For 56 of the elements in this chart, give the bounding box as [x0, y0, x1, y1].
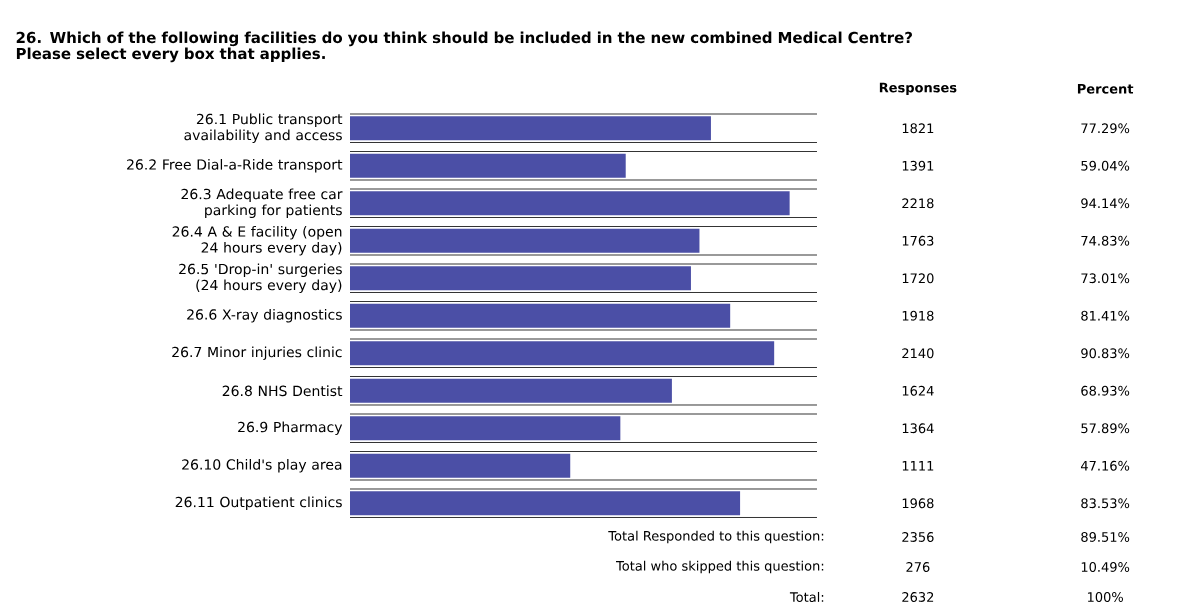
text: 1364: [902, 423, 934, 434]
data-label: 77.29%: [1081, 123, 1130, 134]
bar: [350, 153, 626, 178]
text: 1111: [902, 461, 934, 471]
text: 1720: [902, 273, 934, 284]
text: 1763: [902, 235, 934, 246]
text: 2218: [902, 198, 934, 209]
data-label: 83.53%: [1081, 498, 1130, 509]
data-label: 81.41%: [1081, 310, 1130, 321]
y-tick-label: 26.5 'Drop-in' surgeries (24 hours every day): [179, 263, 342, 294]
bar: [350, 303, 731, 328]
text: 276: [906, 562, 930, 572]
text: 1391: [902, 160, 934, 171]
text: 2140: [902, 348, 934, 359]
text: Total Responded to this question:: [608, 530, 824, 544]
text: 1968: [902, 498, 934, 509]
bar: [350, 228, 700, 253]
text: Total who skipped this question:: [616, 560, 824, 574]
text: 1821: [902, 123, 934, 134]
data-label: 68.93%: [1081, 385, 1130, 396]
data-label: 74.83%: [1081, 235, 1130, 246]
bar: [350, 378, 672, 403]
y-tick-label: 26.2 Free Dial-a-Ride transport: [127, 158, 343, 173]
y-tick-label: 26.1 Public transport availability and access: [184, 113, 343, 144]
data-label: 59.04%: [1081, 160, 1130, 171]
data-label: 57.89%: [1081, 423, 1130, 434]
text: 1918: [902, 310, 934, 321]
y-tick-label: 26.6 X-ray diagnostics: [187, 308, 342, 323]
data-label: 90.83%: [1081, 348, 1130, 359]
y-tick-label: 26.9 Pharmacy: [238, 421, 343, 436]
text: Percent: [1077, 84, 1134, 94]
data-label: 47.16%: [1080, 460, 1130, 471]
data-label: 94.14%: [1081, 198, 1130, 209]
text: 10.49%: [1081, 562, 1130, 572]
text: Total:: [789, 591, 824, 603]
bar: [350, 266, 691, 291]
text: 2356: [902, 532, 934, 542]
bar: [350, 416, 621, 441]
text: 100%: [1087, 592, 1123, 602]
y-tick-label: 26.8 NHS Dentist: [222, 385, 343, 397]
y-tick-label: 26.4 A & E facility (open 24 hours every day): [172, 225, 342, 256]
y-tick-label: 26.3 Adequate free car parking for patients: [181, 188, 343, 219]
bar: [350, 491, 741, 516]
y-tick-label: 26.11 Outpatient clinics: [175, 496, 342, 511]
chart-title: 26. Which of the following facilities do you think should be included in the new combined Medical Centre? Please select every box that applies.: [16, 31, 912, 63]
text: 2632: [902, 592, 934, 602]
text: 89.51%: [1081, 532, 1130, 542]
bar: [350, 453, 571, 478]
y-tick-label: 26.7 Minor injuries clinic: [172, 346, 342, 361]
bar: [350, 191, 790, 216]
data-label: 73.01%: [1081, 273, 1130, 284]
y-tick-label: 26.10 Child's play area: [182, 458, 342, 473]
bar: [350, 341, 775, 366]
bar: [350, 116, 711, 141]
text: Responses: [879, 82, 957, 95]
text: 1624: [902, 385, 934, 396]
